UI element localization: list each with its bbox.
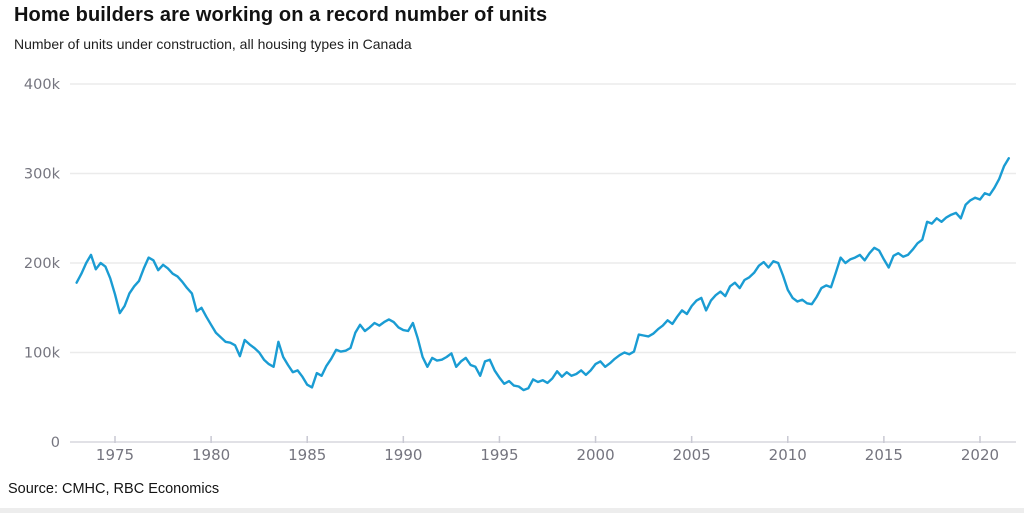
- y-tick-label: 0: [51, 435, 60, 451]
- y-tick-label: 100k: [24, 346, 61, 362]
- chart-subtitle: Number of units under construction, all …: [14, 36, 412, 52]
- y-tick-label: 400k: [24, 77, 61, 93]
- source-note: Source: CMHC, RBC Economics: [8, 481, 220, 497]
- chart-title: Home builders are working on a record nu…: [14, 4, 548, 26]
- x-tick-label: 2000: [576, 446, 614, 464]
- x-tick-label: 2005: [673, 446, 711, 464]
- x-tick-label: 1980: [192, 446, 230, 464]
- x-tick-label: 1975: [96, 446, 134, 464]
- x-tick-label: 2010: [769, 446, 807, 464]
- x-tick-label: 2020: [961, 446, 999, 464]
- x-tick-label: 2015: [865, 446, 903, 464]
- x-tick-label: 1985: [288, 446, 326, 464]
- y-tick-label: 200k: [24, 256, 61, 272]
- x-tick-label: 1990: [384, 446, 422, 464]
- data-series-line: [75, 157, 1010, 392]
- x-tick-label: 1995: [480, 446, 518, 464]
- bottom-divider: [0, 508, 1024, 513]
- y-tick-label: 300k: [24, 167, 61, 183]
